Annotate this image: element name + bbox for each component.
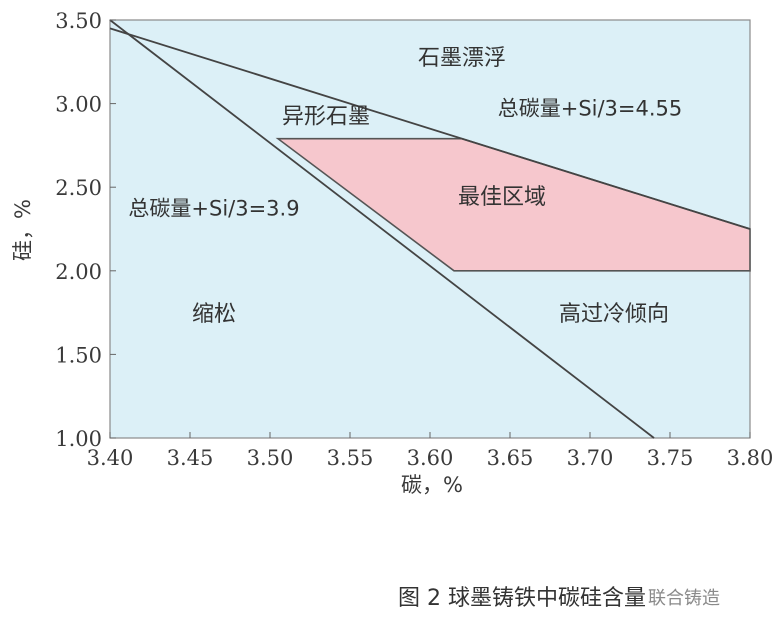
optimal-region-label: 最佳区域 [458,185,546,210]
line-annotation: 总碳量+Si/3=3.9 [128,197,299,221]
y-tick-label: 1.50 [55,343,102,367]
line-annotation: 总碳量+Si/3=4.55 [498,96,683,120]
x-tick-label: 3.50 [247,446,294,470]
y-tick-label: 2.00 [55,260,102,284]
optimal-region [275,137,751,272]
y-axis-title: 硅，% [11,199,35,261]
x-tick-label: 3.45 [167,446,214,470]
x-tick-label: 3.40 [87,446,134,470]
y-tick-label: 3.50 [55,9,102,33]
x-axis-ticks: 3.40 3.45 3.50 3.55 3.60 3.65 3.70 3.75 3.80 [87,432,774,470]
x-tick-label: 3.70 [567,446,614,470]
x-tick-label: 3.75 [647,446,694,470]
x-tick-label: 3.65 [487,446,534,470]
line-3-9 [109,19,655,439]
line-4-55 [109,27,751,230]
y-axis-ticks: 1.00 1.50 2.00 2.50 3.00 3.50 [55,9,116,451]
region-label: 缩松 [192,302,236,327]
x-tick-label: 3.55 [327,446,374,470]
figure-caption: 图 2 球墨铸铁中碳硅含量 [398,586,646,611]
x-tick-label: 3.80 [727,446,774,470]
region-label: 石墨漂浮 [418,46,506,71]
y-tick-label: 1.00 [55,427,102,451]
x-axis-title: 碳，% [401,473,463,497]
y-tick-label: 3.00 [55,93,102,117]
watermark: 联合铸造 [648,584,720,610]
x-tick-label: 3.60 [407,446,454,470]
region-label: 异形石墨 [282,105,370,130]
y-tick-label: 2.50 [55,176,102,200]
region-label: 高过冷倾向 [559,302,669,327]
